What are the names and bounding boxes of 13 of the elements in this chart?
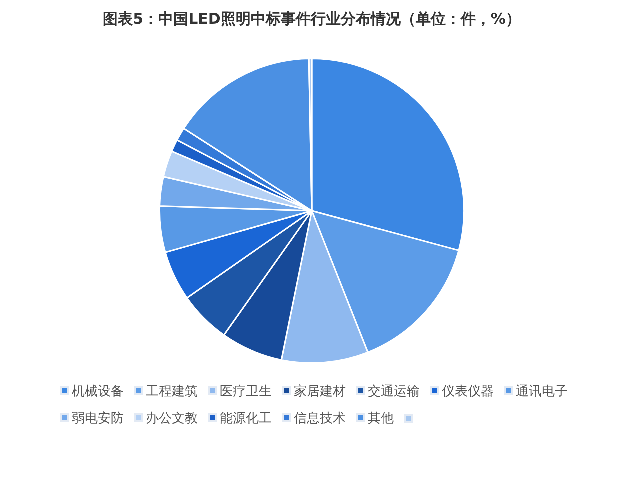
legend-label: 机械设备	[72, 384, 124, 400]
legend-label: 弱电安防	[72, 410, 124, 426]
legend-label: 交通运输	[368, 383, 420, 400]
legend-label: 信息技术	[294, 411, 346, 426]
legend-label: 家居建材	[294, 383, 346, 400]
chart-title: 图表5：中国LED照明中标事件行业分布情况（单位：件，%）	[103, 10, 521, 28]
legend-label: 能源化工	[220, 411, 272, 426]
legend-label: 办公文教	[146, 411, 198, 426]
legend-label: 工程建筑	[146, 384, 198, 400]
legend-label: 通讯电子	[516, 384, 568, 400]
legend-label: 仪表仪器	[442, 384, 494, 400]
legend-label: 医疗卫生	[220, 384, 272, 400]
legend-label: 其他	[368, 411, 394, 426]
